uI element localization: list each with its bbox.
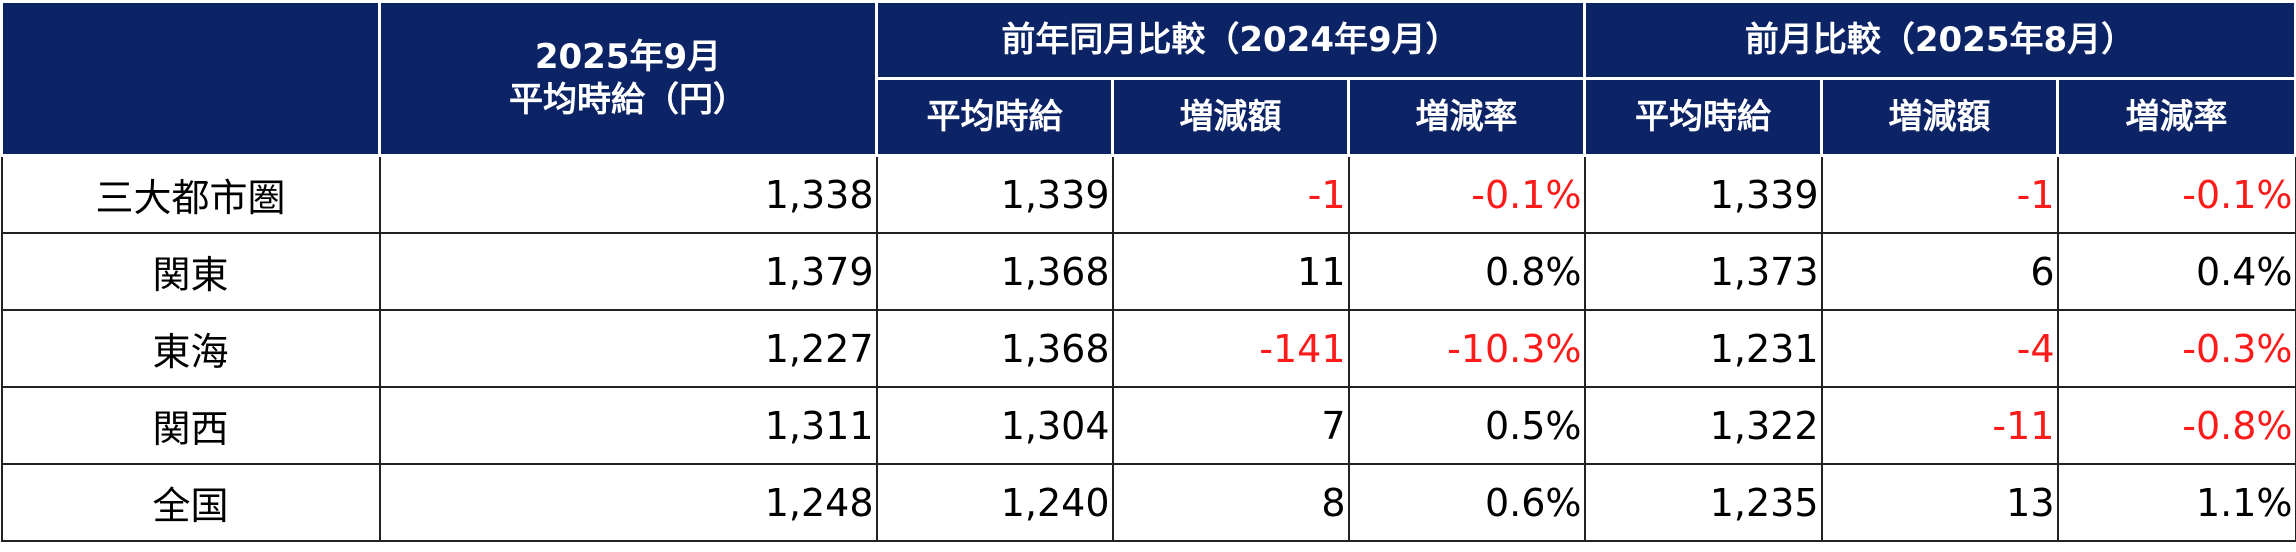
cell: 1,304 bbox=[875, 386, 1114, 465]
cell: 1,379 bbox=[378, 232, 878, 311]
column-header: 増減率 bbox=[2055, 77, 2296, 157]
region: 関西 bbox=[0, 386, 381, 465]
cell: 1,231 bbox=[1583, 309, 1823, 388]
cell: 6 bbox=[1820, 232, 2059, 311]
cell: -10.3% bbox=[1347, 309, 1586, 388]
column-header: 増減額 bbox=[1820, 77, 2059, 157]
cell: 1,311 bbox=[378, 386, 878, 465]
yoy-header: 前年同月比較（2024年9月） bbox=[875, 0, 1586, 80]
mom-header: 前月比較（2025年8月） bbox=[1582, 0, 2296, 80]
row: 東海 1,227 1,368 -141 -10.3% 1,231 -4 -0.3% bbox=[0, 309, 2296, 388]
cell: 11 bbox=[1111, 232, 1350, 311]
corner-cell bbox=[0, 0, 381, 157]
column-header: 増減率 bbox=[1347, 77, 1586, 157]
region: 三大都市圏 bbox=[0, 154, 381, 234]
cell: -0.8% bbox=[2056, 386, 2296, 465]
region: 関東 bbox=[0, 232, 381, 311]
period-header: 2025年9月 平均時給（円） bbox=[378, 0, 878, 157]
cell: 8 bbox=[1111, 463, 1350, 542]
cell: -0.1% bbox=[2056, 154, 2296, 234]
period-sub: 平均時給（円） bbox=[509, 79, 747, 120]
row: 全国 1,248 1,240 8 0.6% 1,235 13 1.1% bbox=[0, 463, 2296, 542]
cell: 1,248 bbox=[378, 463, 878, 542]
cell: 1,322 bbox=[1583, 386, 1823, 465]
period: 2025年9月 bbox=[534, 37, 722, 77]
cell: -141 bbox=[1111, 309, 1350, 388]
cell: 1,368 bbox=[875, 309, 1114, 388]
column-header: 増減額 bbox=[1111, 77, 1350, 157]
cell: 1,339 bbox=[875, 154, 1114, 234]
cell: 1,338 bbox=[378, 154, 878, 234]
cell: 1.1% bbox=[2056, 463, 2296, 542]
cell: -4 bbox=[1820, 309, 2059, 388]
cell: 1,240 bbox=[875, 463, 1114, 542]
cell: -11 bbox=[1820, 386, 2059, 465]
column-header: 平均時給 bbox=[1583, 77, 1823, 157]
cell: 0.5% bbox=[1347, 386, 1586, 465]
cell: 1,227 bbox=[378, 309, 878, 388]
region: 東海 bbox=[0, 309, 381, 388]
cell: 1,339 bbox=[1583, 154, 1823, 234]
row: 関西 1,311 1,304 7 0.5% 1,322 -11 -0.8% bbox=[0, 386, 2296, 465]
region: 全国 bbox=[0, 463, 381, 542]
cell: 1,368 bbox=[875, 232, 1114, 311]
cell: 1,373 bbox=[1583, 232, 1823, 311]
cell: 0.4% bbox=[2056, 232, 2296, 311]
cell: -0.1% bbox=[1347, 154, 1586, 234]
cell: 0.8% bbox=[1347, 232, 1586, 311]
cell: -0.3% bbox=[2056, 309, 2296, 388]
cell: 1,235 bbox=[1583, 463, 1823, 542]
cell: -1 bbox=[1820, 154, 2059, 234]
row: 三大都市圏 1,338 1,339 -1 -0.1% 1,339 -1 -0.1% bbox=[0, 154, 2296, 234]
row: 関東 1,379 1,368 11 0.8% 1,373 6 0.4% bbox=[0, 232, 2296, 311]
cell: 0.6% bbox=[1347, 463, 1586, 542]
cell: 7 bbox=[1111, 386, 1350, 465]
cell: -1 bbox=[1111, 154, 1350, 234]
cell: 13 bbox=[1820, 463, 2059, 542]
column-header: 平均時給 bbox=[875, 77, 1114, 157]
